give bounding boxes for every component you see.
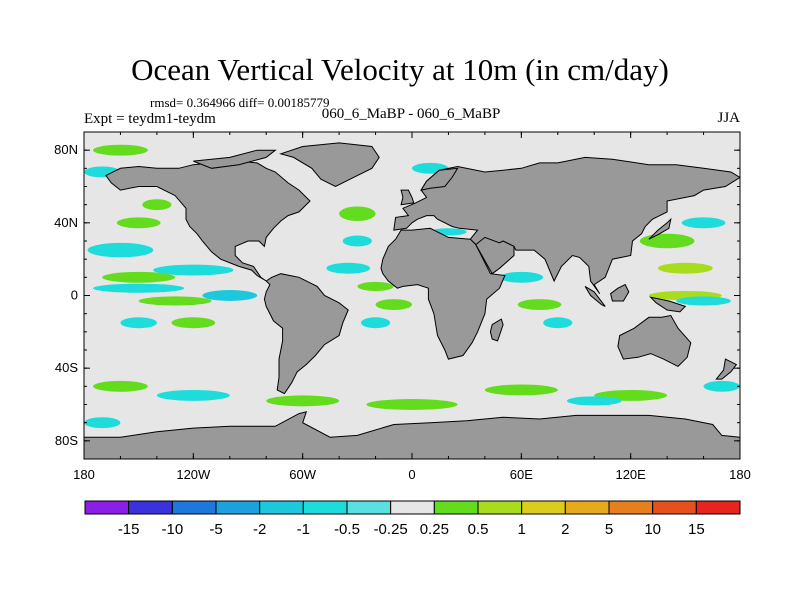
- colorbar-label: 2: [561, 521, 569, 538]
- colorbar-swatch: [608, 500, 654, 515]
- anomaly-patch: [120, 317, 157, 329]
- anomaly-patch: [116, 217, 161, 229]
- land-south-america: [263, 273, 349, 395]
- anomaly-patch: [517, 299, 562, 311]
- anomaly-patch: [639, 233, 695, 249]
- colorbar-label: -0.5: [334, 521, 360, 538]
- colorbar-label: 0.5: [468, 521, 489, 538]
- land-new-guinea: [649, 296, 687, 313]
- colorbar-label: -15: [118, 521, 140, 538]
- colorbar-swatch: [302, 500, 348, 515]
- colorbar-swatch: [128, 500, 173, 515]
- colorbar-label: 0.25: [420, 521, 449, 538]
- season-label: JJA: [717, 110, 740, 126]
- anomaly-patch: [357, 281, 394, 291]
- lat-tick-label: 40S: [55, 360, 78, 375]
- anomaly-patch: [566, 396, 622, 406]
- land-greenland: [279, 142, 380, 188]
- colorbar-swatch: [390, 500, 435, 515]
- anomaly-patch: [375, 299, 412, 311]
- anomaly-patch: [676, 296, 731, 306]
- anomaly-patch: [93, 283, 185, 293]
- land-uk: [400, 189, 415, 206]
- lat-tick-label: 80N: [54, 142, 78, 157]
- anomaly-patch: [142, 199, 172, 211]
- anomaly-patch: [658, 262, 713, 274]
- anomaly-patch: [87, 242, 154, 258]
- anomaly-patch: [171, 317, 216, 329]
- land-africa: [380, 227, 506, 360]
- colorbar-swatch: [695, 500, 741, 515]
- anomaly-patch: [102, 271, 176, 283]
- anomaly-patch: [93, 144, 148, 156]
- colorbar-swatch: [564, 500, 610, 515]
- land-arabia: [475, 236, 515, 275]
- lon-tick-label: 60W: [289, 467, 316, 482]
- land-new-zealand: [715, 358, 738, 380]
- land-antarctica: [84, 411, 740, 459]
- colorbar-label: 15: [688, 521, 705, 538]
- lat-tick-label: 40N: [54, 215, 78, 230]
- anomaly-patch: [543, 317, 573, 329]
- anomaly-patch: [499, 271, 544, 283]
- land-canadian-arctic: [193, 149, 277, 169]
- colorbar-swatch: [346, 500, 392, 515]
- colorbar-swatch: [477, 500, 523, 515]
- run-name: 060_6_MaBP - 060_6_MaBP: [321, 106, 501, 122]
- plot-area: [84, 132, 740, 459]
- map-title: Ocean Vertical Velocity at 10m (in cm/da…: [131, 52, 669, 87]
- colorbar-label: 10: [644, 521, 661, 538]
- lat-tick-label: 0: [71, 288, 78, 303]
- stats-line: rmsd= 0.364966 diff= 0.00185779: [150, 95, 330, 110]
- anomaly-patch: [703, 380, 740, 392]
- colorbar-label: -0.25: [374, 521, 408, 538]
- lon-tick-label: 120E: [615, 467, 646, 482]
- colorbar-label: -1: [297, 521, 310, 538]
- anomaly-patch: [339, 206, 376, 222]
- anomaly-patch: [93, 380, 148, 392]
- land-eurasia: [393, 156, 740, 294]
- land-indonesia-sumatra: [584, 285, 606, 307]
- anomaly-patch: [202, 290, 258, 301]
- colorbar-swatch: [84, 500, 130, 515]
- land-australia: [617, 314, 692, 368]
- anomaly-patch: [360, 317, 391, 329]
- lon-tick-label: 60E: [510, 467, 533, 482]
- colorbar: -15 -10 -5 -2 -1 -0.5 -0.25 0.25 0.5 1 2 5 10 15: [84, 500, 741, 538]
- anomaly-patch: [326, 262, 371, 274]
- colorbar-swatch: [259, 500, 304, 515]
- colorbar-swatch: [171, 500, 217, 515]
- lon-tick-label: 0: [408, 467, 415, 482]
- colorbar-swatch: [521, 500, 566, 515]
- land-indonesia-borneo: [610, 283, 630, 302]
- anomaly-patch: [484, 384, 558, 396]
- colorbar-label: 1: [517, 521, 525, 538]
- map-axes: 80N 40N 0 40S 80S 180 120W 60W 0 60E 120E 180: [54, 131, 751, 482]
- lon-tick-label: 180: [729, 467, 751, 482]
- colorbar-label: -5: [209, 521, 222, 538]
- anomaly-patch: [156, 389, 230, 401]
- lon-tick-label: 180: [73, 467, 95, 482]
- experiment-line: Expt = teydm1-teydm: [84, 111, 216, 127]
- colorbar-swatch: [433, 500, 479, 515]
- anomaly-patch: [681, 217, 726, 229]
- anomaly-patch: [84, 417, 121, 429]
- colorbar-label: 5: [605, 521, 613, 538]
- land-madagascar: [489, 318, 504, 342]
- anomaly-patch: [153, 264, 234, 276]
- colorbar-swatch: [652, 500, 697, 515]
- land-japan: [648, 217, 672, 240]
- anomaly-patch: [266, 395, 340, 407]
- land-scandinavia: [420, 167, 459, 191]
- lat-tick-label: 80S: [55, 433, 78, 448]
- lon-tick-label: 120W: [176, 467, 211, 482]
- colorbar-label: -2: [253, 521, 266, 538]
- anomaly-patch: [138, 296, 212, 306]
- colorbar-label: -10: [161, 521, 183, 538]
- anomaly-patch: [366, 399, 458, 410]
- anomaly-patch: [342, 235, 372, 247]
- plot-clip-group: [84, 132, 740, 459]
- colorbar-swatch: [215, 500, 261, 515]
